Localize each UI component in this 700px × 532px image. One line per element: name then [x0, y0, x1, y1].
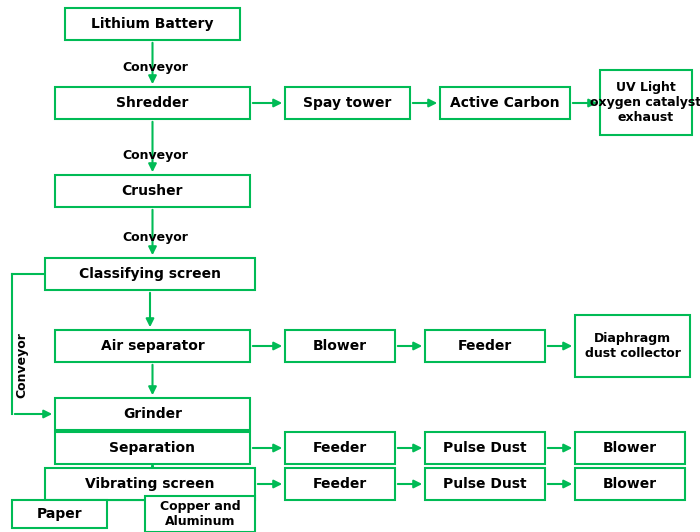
Text: Crusher: Crusher — [122, 184, 183, 198]
FancyBboxPatch shape — [285, 330, 395, 362]
Text: Conveyor: Conveyor — [122, 230, 188, 244]
FancyBboxPatch shape — [65, 8, 240, 40]
Text: Lithium Battery: Lithium Battery — [91, 17, 214, 31]
FancyBboxPatch shape — [55, 398, 250, 430]
FancyBboxPatch shape — [12, 500, 107, 528]
FancyBboxPatch shape — [55, 432, 250, 464]
Text: Feeder: Feeder — [458, 339, 512, 353]
FancyBboxPatch shape — [575, 432, 685, 464]
FancyBboxPatch shape — [425, 432, 545, 464]
FancyBboxPatch shape — [45, 258, 255, 290]
FancyBboxPatch shape — [440, 87, 570, 119]
FancyBboxPatch shape — [575, 468, 685, 500]
Text: Grinder: Grinder — [123, 407, 182, 421]
FancyBboxPatch shape — [55, 175, 250, 207]
FancyBboxPatch shape — [600, 70, 692, 135]
FancyBboxPatch shape — [285, 87, 410, 119]
FancyBboxPatch shape — [45, 468, 255, 500]
FancyBboxPatch shape — [425, 468, 545, 500]
FancyBboxPatch shape — [575, 315, 690, 377]
Text: Active Carbon: Active Carbon — [450, 96, 560, 110]
FancyBboxPatch shape — [285, 432, 395, 464]
Text: Vibrating screen: Vibrating screen — [85, 477, 215, 491]
FancyBboxPatch shape — [425, 330, 545, 362]
Text: UV Light
oxygen catalyst
exhaust: UV Light oxygen catalyst exhaust — [590, 81, 700, 124]
Text: Feeder: Feeder — [313, 441, 367, 455]
Text: Separation: Separation — [109, 441, 195, 455]
FancyBboxPatch shape — [55, 87, 250, 119]
Text: Spay tower: Spay tower — [303, 96, 392, 110]
Text: Pulse Dust: Pulse Dust — [443, 477, 527, 491]
FancyBboxPatch shape — [145, 496, 255, 532]
Text: Conveyor: Conveyor — [122, 62, 188, 74]
Text: Copper and
Aluminum: Copper and Aluminum — [160, 500, 240, 528]
FancyBboxPatch shape — [285, 468, 395, 500]
Text: Conveyor: Conveyor — [122, 148, 188, 162]
Text: Conveyor: Conveyor — [15, 332, 29, 398]
Text: Paper: Paper — [36, 507, 83, 521]
Text: Pulse Dust: Pulse Dust — [443, 441, 527, 455]
Text: Feeder: Feeder — [313, 477, 367, 491]
Text: Air separator: Air separator — [101, 339, 204, 353]
Text: Blower: Blower — [313, 339, 367, 353]
Text: Blower: Blower — [603, 477, 657, 491]
Text: Diaphragm
dust collector: Diaphragm dust collector — [584, 332, 680, 360]
Text: Shredder: Shredder — [116, 96, 189, 110]
Text: Classifying screen: Classifying screen — [79, 267, 221, 281]
Text: Blower: Blower — [603, 441, 657, 455]
FancyBboxPatch shape — [55, 330, 250, 362]
